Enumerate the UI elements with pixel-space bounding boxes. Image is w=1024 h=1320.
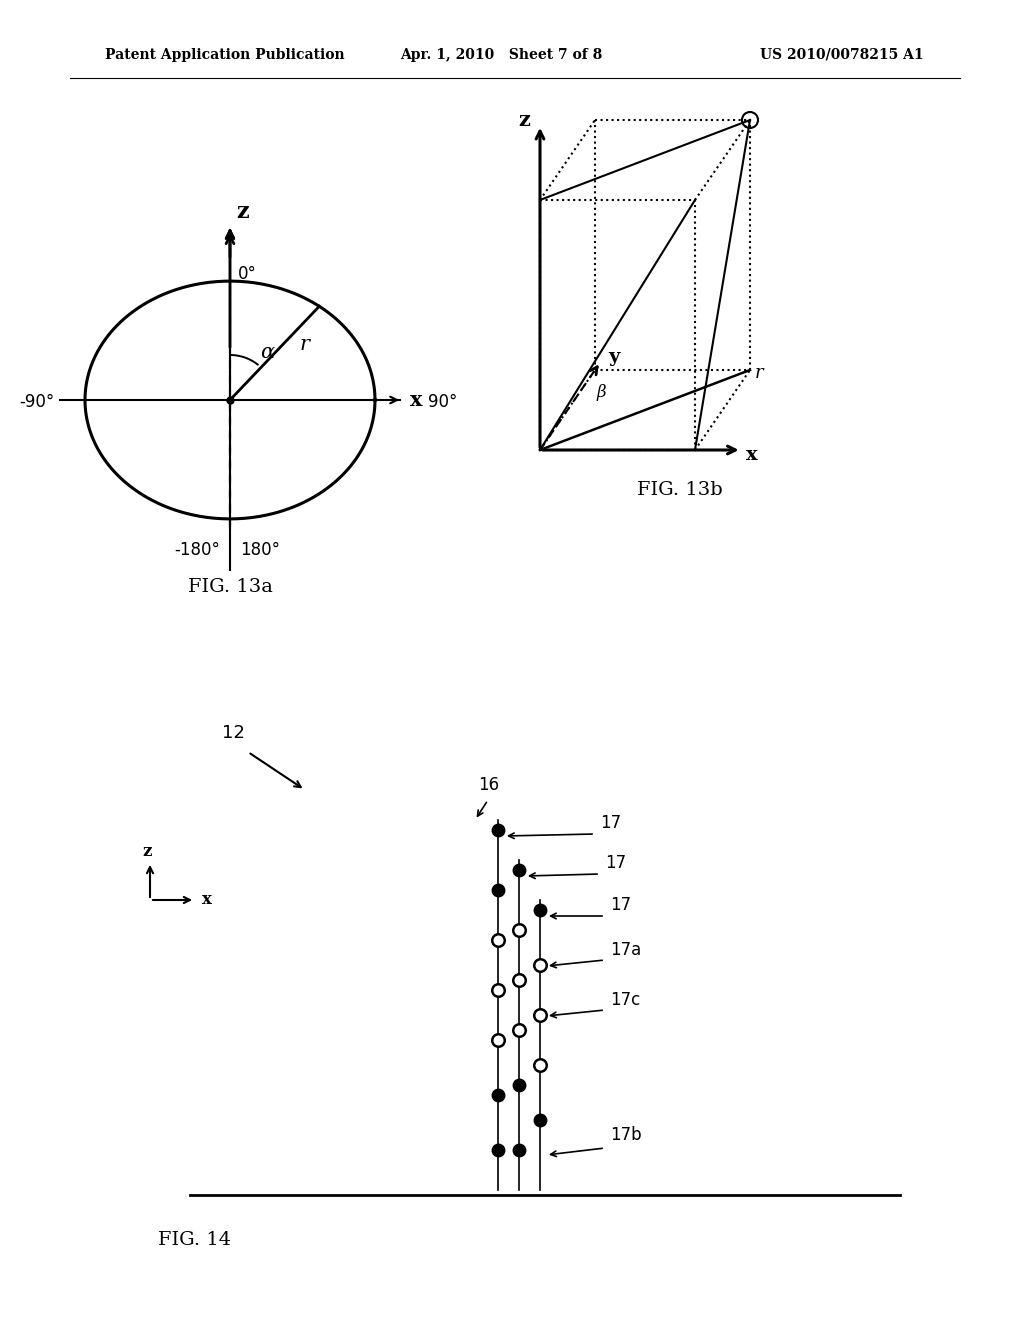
Text: -180°: -180° — [174, 541, 220, 558]
Text: z: z — [236, 201, 249, 223]
Text: x: x — [746, 446, 758, 465]
Text: 17: 17 — [605, 854, 626, 873]
Text: FIG. 13a: FIG. 13a — [187, 578, 272, 595]
Text: 17: 17 — [600, 814, 622, 832]
Text: 17a: 17a — [610, 941, 641, 960]
Text: 12: 12 — [222, 723, 245, 742]
Text: 16: 16 — [478, 776, 499, 795]
Text: 17b: 17b — [610, 1126, 642, 1144]
Text: FIG. 14: FIG. 14 — [159, 1232, 231, 1249]
Text: 180°: 180° — [240, 541, 280, 558]
Text: 17: 17 — [610, 896, 631, 913]
Text: α: α — [260, 342, 274, 362]
Text: r: r — [755, 364, 764, 381]
Text: US 2010/0078215 A1: US 2010/0078215 A1 — [760, 48, 924, 62]
Text: 0°: 0° — [238, 265, 257, 282]
Text: r: r — [299, 335, 309, 354]
Text: Apr. 1, 2010   Sheet 7 of 8: Apr. 1, 2010 Sheet 7 of 8 — [400, 48, 602, 62]
Text: -90°: -90° — [18, 393, 54, 411]
Text: z: z — [142, 843, 152, 861]
Text: 17c: 17c — [610, 991, 640, 1008]
Text: x: x — [410, 389, 423, 411]
Text: Patent Application Publication: Patent Application Publication — [105, 48, 345, 62]
Text: β: β — [597, 384, 606, 401]
Text: 90°: 90° — [428, 393, 458, 411]
Text: y: y — [608, 348, 620, 366]
Text: z: z — [518, 110, 529, 129]
Text: FIG. 13b: FIG. 13b — [637, 480, 723, 499]
Text: x: x — [202, 891, 212, 908]
